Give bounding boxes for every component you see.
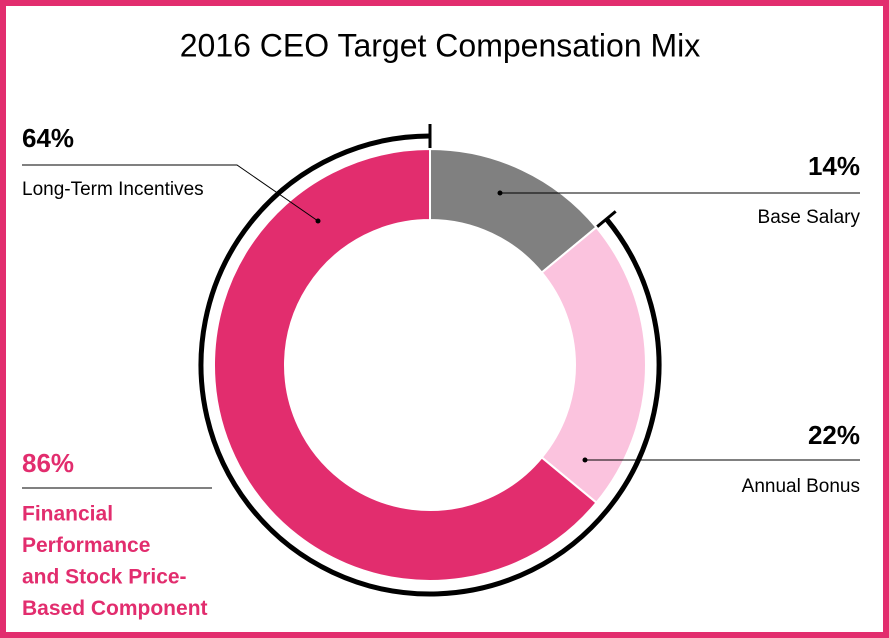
donut-segment	[540, 225, 647, 505]
value-label: 64%	[22, 123, 74, 153]
annotation-value: 86%	[22, 448, 74, 478]
category-label: Base Salary	[758, 207, 861, 228]
annotation-text: Based Component	[22, 597, 208, 620]
annotation-text: and Stock Price-	[22, 566, 187, 589]
leader-dot	[582, 457, 588, 463]
annotation-text: Financial	[22, 503, 113, 526]
value-label: 22%	[808, 420, 860, 450]
annotation-text: Performance	[22, 534, 150, 557]
bracket-arc	[198, 133, 662, 597]
leader-line	[22, 164, 319, 222]
category-label: Annual Bonus	[742, 476, 860, 497]
leader-dot	[315, 218, 321, 224]
category-label: Long-Term Incentives	[22, 179, 204, 200]
bracket-end	[596, 210, 617, 228]
donut-segment	[213, 147, 598, 582]
leader-dot	[497, 190, 503, 196]
value-label: 14%	[808, 151, 860, 181]
chart-title: 2016 CEO Target Compensation Mix	[180, 27, 701, 63]
